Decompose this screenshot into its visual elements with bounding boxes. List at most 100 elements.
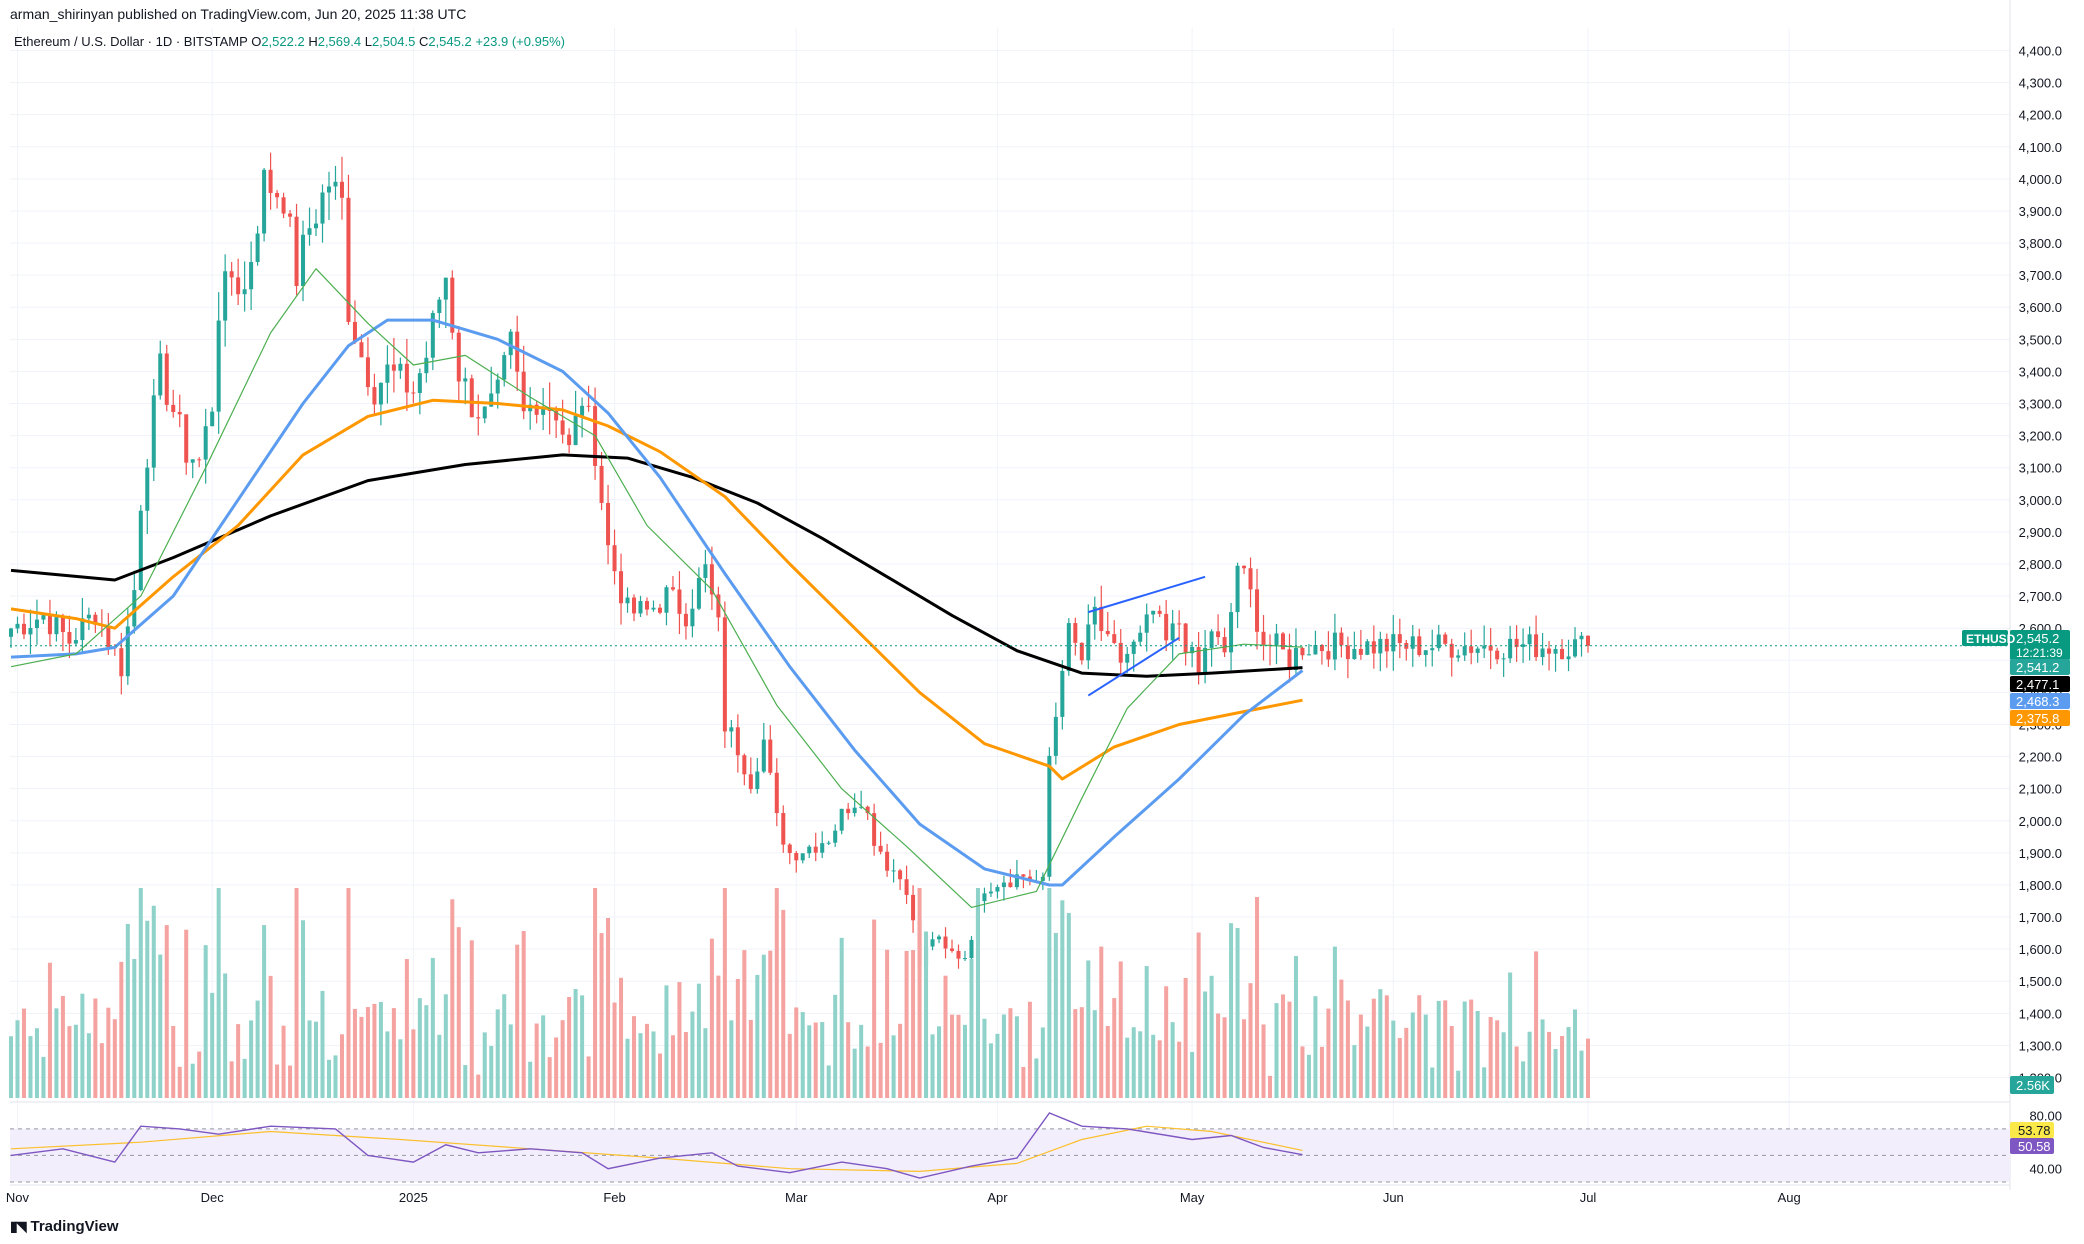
- volume-bar: [1482, 1067, 1487, 1098]
- volume-bar: [268, 975, 273, 1098]
- low-label: L: [364, 34, 372, 49]
- volume-bar: [424, 1005, 429, 1098]
- candle-body: [391, 364, 396, 371]
- x-tick-label: 2025: [399, 1190, 428, 1205]
- candle-body: [1099, 606, 1104, 632]
- candle-body: [1118, 642, 1123, 663]
- volume-bar: [1170, 1022, 1175, 1098]
- candle-body: [86, 614, 91, 619]
- candle-body: [859, 806, 864, 808]
- volume-bar: [1553, 1049, 1558, 1098]
- volume-bar: [1267, 1075, 1273, 1098]
- candle-body: [417, 373, 422, 393]
- candle-body: [722, 617, 727, 732]
- volume-bar: [696, 983, 701, 1098]
- volume-bar: [1112, 998, 1117, 1098]
- candle-body: [301, 234, 306, 287]
- volume-bar: [683, 1031, 688, 1098]
- volume-bar: [177, 1066, 182, 1098]
- volume-bar: [437, 1034, 442, 1098]
- candle-body: [430, 313, 435, 358]
- volume-bar: [1566, 1027, 1571, 1098]
- symbol-info: Ethereum / U.S. Dollar · 1D · BITSTAMP O…: [14, 34, 565, 49]
- candle-body: [956, 950, 961, 959]
- moving-average-line: [10, 453, 1303, 678]
- volume-bar: [8, 1036, 14, 1098]
- candle-body: [275, 192, 280, 198]
- candle-body: [1547, 648, 1552, 654]
- candle-body: [1105, 631, 1110, 635]
- candle-body: [151, 395, 156, 468]
- volume-bar: [34, 1028, 39, 1098]
- candle-body: [1391, 634, 1396, 652]
- volume-bar: [703, 1028, 708, 1098]
- candle-body: [683, 613, 688, 627]
- volume-bar: [184, 929, 189, 1098]
- volume-bar: [119, 961, 124, 1098]
- candle-body: [1261, 631, 1266, 645]
- volume-bar: [1079, 1007, 1084, 1098]
- candle-body: [352, 321, 357, 343]
- volume-bar: [391, 1008, 396, 1098]
- volume-bar: [307, 1020, 312, 1098]
- candle-body: [632, 597, 637, 614]
- tradingview-mark-icon: ▮◥: [10, 1218, 27, 1234]
- candle-body: [372, 387, 377, 405]
- volume-bar: [515, 944, 520, 1098]
- volume-bar: [482, 1032, 487, 1098]
- volume-bar: [1358, 1014, 1363, 1098]
- volume-bar: [761, 954, 766, 1098]
- volume-bar: [1092, 1010, 1097, 1098]
- price-tag-value: 2,375.8: [2016, 711, 2059, 726]
- candle-body: [1540, 648, 1545, 658]
- candle-body: [612, 545, 617, 572]
- volume-bar: [670, 1035, 675, 1098]
- volume-bar: [288, 1065, 293, 1098]
- volume-bar: [1378, 989, 1383, 1098]
- volume-bar: [606, 917, 611, 1098]
- volume-bar: [982, 1018, 987, 1098]
- volume-bar: [833, 994, 838, 1098]
- candle-body: [1501, 658, 1506, 660]
- volume-bar: [112, 1019, 117, 1098]
- symbol-tag-label: ETHUSD: [1966, 632, 2016, 646]
- candle-body: [378, 382, 383, 405]
- candle-body: [15, 623, 20, 629]
- candle-body: [73, 640, 78, 644]
- y-tick-label: 1,500.0: [2019, 974, 2062, 989]
- volume-bar: [891, 1035, 896, 1098]
- candle-body: [93, 614, 98, 625]
- candle-body: [1112, 634, 1117, 643]
- open-value: 2,522.2: [261, 34, 305, 49]
- candle-body: [521, 371, 526, 412]
- candle-body: [761, 739, 766, 772]
- candle-body: [1352, 648, 1357, 660]
- candle-body: [703, 564, 708, 578]
- candle-body: [1138, 632, 1143, 642]
- candle-body: [865, 806, 870, 814]
- volume-bar: [1157, 1040, 1162, 1098]
- moving-average-line: [10, 268, 1303, 908]
- candle-body: [1203, 647, 1208, 675]
- volume-bar: [1384, 995, 1389, 1098]
- volume-bar: [229, 1061, 234, 1098]
- candle-body: [988, 891, 993, 894]
- candle-body: [1229, 612, 1234, 653]
- candle-body: [47, 615, 52, 635]
- candle-body: [119, 648, 124, 677]
- volume-bar: [1118, 961, 1123, 1098]
- candle-body: [1073, 623, 1078, 643]
- volume-bar: [93, 998, 98, 1098]
- volume-bar: [1540, 1019, 1545, 1098]
- candle-body: [1384, 638, 1389, 652]
- volume-bar: [28, 1036, 33, 1098]
- candle-body: [1585, 635, 1591, 646]
- candle-body: [1092, 606, 1097, 625]
- published-line: arman_shirinyan published on TradingView…: [10, 6, 467, 22]
- candle-body: [755, 771, 760, 790]
- volume-bar: [60, 996, 65, 1098]
- candle-body: [748, 774, 753, 790]
- candle-body: [1527, 634, 1532, 645]
- tradingview-logo[interactable]: ▮◥ TradingView: [10, 1218, 119, 1235]
